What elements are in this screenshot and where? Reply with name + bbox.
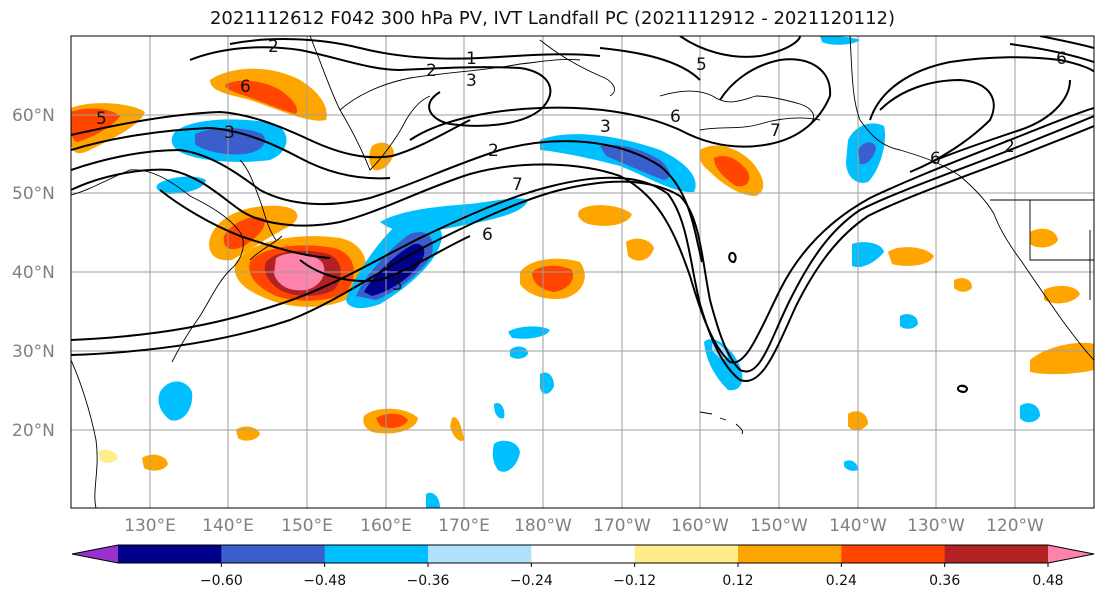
contour-label: 6 <box>930 149 941 169</box>
contour-label: 5 <box>96 109 107 129</box>
lon-label: 170°W <box>593 516 651 536</box>
colorbar-segment <box>531 545 636 563</box>
colorbar-tick-label: −0.36 <box>407 573 450 589</box>
contour-label: 6 <box>1056 49 1067 69</box>
contour-label: 2 <box>1004 137 1015 157</box>
colorbar-tick-label: 0.36 <box>929 573 960 589</box>
lat-label: 50°N <box>12 184 55 204</box>
colorbar-segment <box>944 545 1049 563</box>
pv-anomaly-shading <box>71 36 1094 508</box>
lon-label: 130°W <box>907 516 965 536</box>
colorbar-segment <box>221 545 326 563</box>
plot-frame <box>70 35 1095 509</box>
colorbar-outline <box>71 544 1095 564</box>
colorbar-tick-label: 0.48 <box>1032 573 1063 589</box>
ivt-contours <box>71 36 1094 394</box>
colorbar-tick-label: −0.48 <box>303 573 346 589</box>
contour-label: 3 <box>466 71 477 91</box>
contour-labels: 2 1 2 3 6 5 3 2 3 6 7 6 5 6 7 2 6 3 <box>96 37 1067 295</box>
colorbar-tick-label: −0.12 <box>613 573 656 589</box>
colorbar: −0.60 −0.48 −0.36 −0.24 −0.12 0.12 0.24 0.36 0.4… <box>71 544 1095 589</box>
lon-label: 170°E <box>438 516 490 536</box>
colorbar-segment <box>738 545 842 563</box>
lat-label: 30°N <box>12 342 55 362</box>
contour-label: 2 <box>268 37 279 57</box>
lon-label: 160°W <box>671 516 729 536</box>
contour-label: 6 <box>482 225 493 245</box>
colorbar-tick-label: −0.60 <box>200 573 243 589</box>
colorbar-extend-min <box>72 545 118 563</box>
colorbar-tick-label: −0.24 <box>510 573 553 589</box>
colorbar-segment <box>841 545 946 563</box>
contour-label: 3 <box>600 117 611 137</box>
latitude-labels: 60°N 50°N 40°N 30°N 20°N <box>12 106 55 441</box>
lon-label: 140°E <box>202 516 254 536</box>
lat-label: 40°N <box>12 263 55 283</box>
graticule <box>71 36 1094 508</box>
map-title: 2021112612 F042 300 hPa PV, IVT Landfall… <box>209 8 896 29</box>
colorbar-tick-label: 0.24 <box>826 573 857 589</box>
colorbar-segment <box>428 545 532 563</box>
colorbar-segment <box>118 545 222 563</box>
lon-label: 140°W <box>829 516 887 536</box>
contour-label: 2 <box>488 141 499 161</box>
lat-label: 20°N <box>12 421 55 441</box>
contour-label: 6 <box>240 77 251 97</box>
contour-label: 6 <box>670 107 681 127</box>
lon-label: 150°W <box>750 516 808 536</box>
contour-label: 2 <box>426 61 437 81</box>
colorbar-segment <box>634 545 739 563</box>
colorbar-tick-label: 0.12 <box>722 573 753 589</box>
longitude-labels: 130°E 140°E 150°E 160°E 170°E 180°W 170°… <box>124 516 1044 536</box>
lon-label: 130°E <box>124 516 176 536</box>
colorbar-segment <box>324 545 429 563</box>
contour-label: 5 <box>696 55 707 75</box>
lon-label: 180°W <box>514 516 572 536</box>
colorbar-extend-max <box>1048 545 1094 563</box>
contour-label: 1 <box>466 49 477 69</box>
lat-label: 60°N <box>12 106 55 126</box>
lon-label: 160°E <box>360 516 412 536</box>
contour-label: 7 <box>770 121 781 141</box>
contour-label: 3 <box>392 275 403 295</box>
lon-label: 120°W <box>986 516 1044 536</box>
contour-label: 7 <box>512 175 523 195</box>
contour-label: 3 <box>224 123 235 143</box>
lon-label: 150°E <box>281 516 333 536</box>
